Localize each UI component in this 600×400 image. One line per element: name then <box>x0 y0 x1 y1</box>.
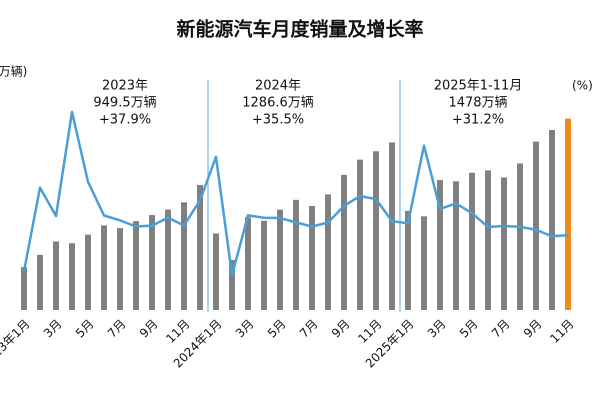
bar <box>549 129 555 310</box>
x-tick-label: 11月 <box>163 317 192 346</box>
x-tick-label: 2023年1月 <box>0 317 33 371</box>
annotation: 2025年1-11月 <box>434 79 523 94</box>
bar <box>421 216 427 310</box>
x-tick-label: 7月 <box>105 317 129 341</box>
bar <box>85 234 91 310</box>
annotation: +31.2% <box>452 113 504 128</box>
bar <box>149 215 155 310</box>
bar <box>341 174 347 310</box>
bar <box>261 220 267 310</box>
bar <box>469 172 475 310</box>
annotation: 2024年 <box>255 79 301 94</box>
bar <box>181 202 187 310</box>
x-tick-label: 11月 <box>355 317 384 346</box>
bar <box>37 254 43 310</box>
annotation: 949.5万辆 <box>93 96 156 111</box>
bar <box>485 170 491 310</box>
x-tick-label: 3月 <box>425 317 449 341</box>
annotation: 1286.6万辆 <box>242 96 314 111</box>
x-tick-label: 3月 <box>233 317 257 341</box>
bar <box>69 243 75 310</box>
bar <box>437 180 443 310</box>
x-tick-label: 5月 <box>265 317 289 341</box>
annotation: +37.9% <box>99 113 151 128</box>
chart-title: 新能源汽车月度销量及增长率 <box>176 18 423 41</box>
y-axis-label: (万辆) <box>0 65 27 79</box>
bar <box>277 209 283 310</box>
bar <box>373 151 379 310</box>
bar <box>501 177 507 310</box>
bar <box>533 141 539 310</box>
bar <box>165 209 171 310</box>
x-tick-label: 9月 <box>521 317 545 341</box>
bar <box>229 259 235 310</box>
annotation: 2023年 <box>102 79 148 94</box>
bar <box>309 205 315 310</box>
bar <box>325 194 331 310</box>
bar <box>197 184 203 310</box>
bar <box>117 228 123 310</box>
bar <box>565 118 571 311</box>
bar <box>53 241 59 310</box>
x-tick-label: 9月 <box>329 317 353 341</box>
bar <box>21 267 27 310</box>
annotation: 1478万辆 <box>448 96 507 111</box>
bar <box>293 199 299 310</box>
y2-axis-label: (%) <box>572 79 593 93</box>
bar <box>517 163 523 310</box>
x-tick-label: 5月 <box>457 317 481 341</box>
bar <box>101 225 107 310</box>
line <box>22 110 569 277</box>
x-tick-label: 7月 <box>297 317 321 341</box>
bar <box>245 217 251 310</box>
x-tick-label: 5月 <box>73 317 97 341</box>
x-tick-label: 3月 <box>41 317 65 341</box>
bar <box>405 210 411 310</box>
bar <box>213 233 219 310</box>
x-tick-label: 11月 <box>547 317 576 346</box>
x-tick-label: 9月 <box>137 317 161 341</box>
bar <box>357 159 363 310</box>
bar <box>453 181 459 310</box>
annotation: +35.5% <box>252 113 304 128</box>
x-tick-label: 7月 <box>489 317 513 341</box>
bar <box>133 221 139 310</box>
bar <box>389 142 395 310</box>
